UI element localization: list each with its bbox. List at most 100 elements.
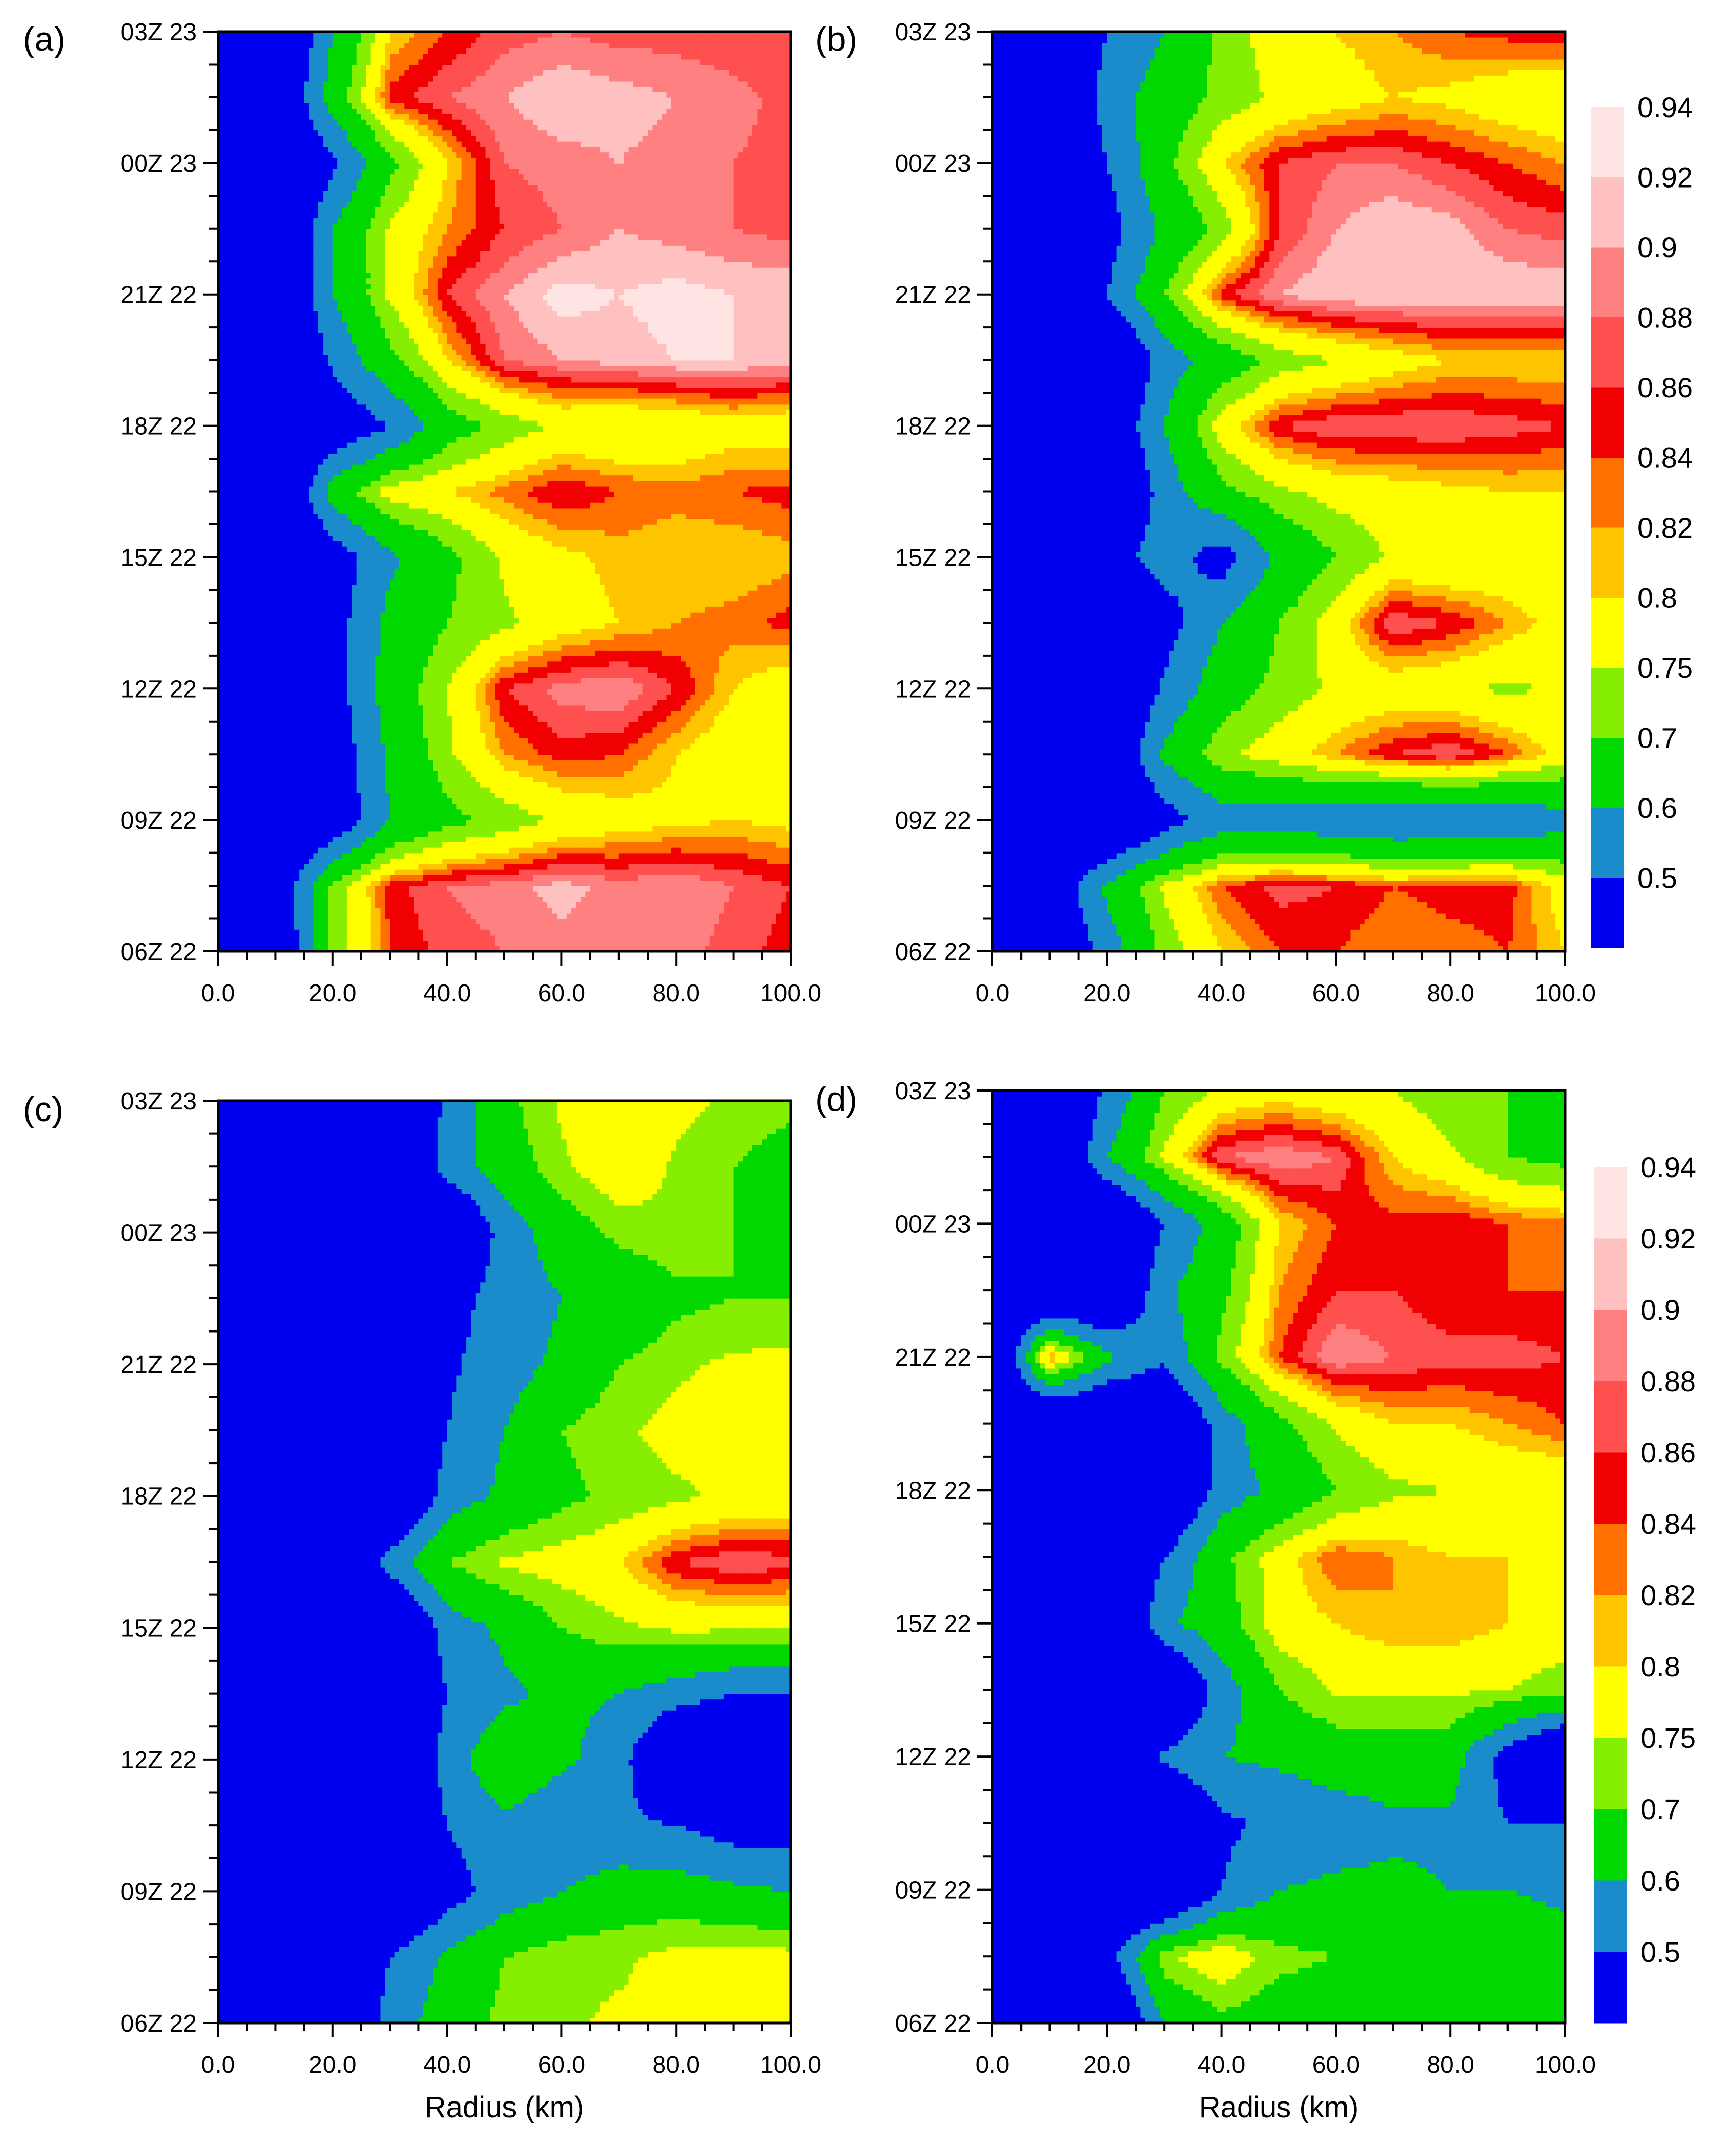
contour-cell (333, 897, 338, 903)
contour-cell (328, 886, 333, 892)
contour-cell (423, 902, 428, 908)
contour-cell (767, 847, 772, 854)
contour-cell (666, 782, 671, 788)
contour-cell (385, 919, 390, 925)
contour-cell (519, 787, 524, 793)
contour-cell (452, 897, 457, 903)
contour-cell (671, 869, 677, 875)
contour-cell (223, 935, 228, 941)
contour-cell (624, 804, 629, 810)
contour-cell (724, 776, 729, 782)
contour-cell (328, 919, 333, 925)
contour-cell (352, 897, 357, 903)
contour-cell (767, 732, 772, 738)
contour-cell (619, 770, 624, 777)
contour-cell (399, 935, 405, 941)
contour-cell (342, 826, 347, 832)
contour-cell (767, 765, 772, 771)
contour-cell (671, 902, 677, 908)
contour-cell (223, 814, 228, 820)
contour-cell (523, 743, 528, 750)
contour-cell (261, 842, 266, 848)
contour-cell (504, 754, 509, 760)
contour-cell (480, 809, 486, 815)
contour-cell (752, 770, 758, 777)
contour-cell (480, 908, 486, 914)
contour-cell (581, 864, 586, 870)
contour-cell (776, 847, 782, 854)
contour-cell (223, 765, 228, 771)
contour-cell (285, 765, 290, 771)
contour-cell (757, 727, 762, 733)
contour-cell (743, 891, 748, 897)
contour-cell (662, 869, 667, 875)
contour-cell (380, 754, 385, 760)
contour-cell (462, 869, 467, 875)
contour-cell (762, 913, 767, 919)
contour-cell (471, 913, 476, 919)
contour-cell (605, 798, 610, 804)
contour-cell (232, 776, 237, 782)
contour-cell (252, 776, 257, 782)
contour-cell (275, 891, 280, 897)
contour-cell (404, 770, 409, 777)
contour-cell (547, 880, 552, 886)
contour-cell (452, 929, 457, 936)
contour-cell (772, 754, 777, 760)
contour-cell (538, 765, 543, 771)
contour-cell (509, 732, 514, 738)
contour-cell (666, 809, 671, 815)
contour-cell (609, 864, 614, 870)
contour-cell (375, 842, 381, 848)
contour-cell (361, 727, 366, 733)
contour-cell (509, 760, 514, 766)
contour-cell (772, 798, 777, 804)
contour-cell (452, 891, 457, 897)
contour-cell (676, 880, 681, 886)
contour-cell (456, 847, 462, 854)
contour-cell (552, 798, 557, 804)
contour-cell (385, 847, 390, 854)
contour-cell (266, 875, 271, 881)
contour-cell (743, 842, 748, 848)
contour-cell (466, 875, 471, 881)
contour-cell (504, 743, 509, 750)
contour-cell (776, 875, 782, 881)
contour-cell (275, 792, 280, 798)
contour-cell (232, 886, 237, 892)
contour-cell (266, 809, 271, 815)
contour-cell (223, 902, 228, 908)
contour-cell (500, 732, 505, 738)
contour-cell (471, 738, 476, 744)
contour-cell (266, 908, 271, 914)
contour-cell (643, 836, 648, 842)
contour-cell (299, 798, 304, 804)
contour-cell (414, 743, 419, 750)
contour-cell (686, 941, 691, 947)
contour-cell (519, 826, 524, 832)
contour-cell (729, 891, 734, 897)
contour-cell (657, 727, 662, 733)
contour-cell (399, 869, 405, 875)
contour-cell (504, 864, 509, 870)
contour-cell (466, 886, 471, 892)
contour-cell (375, 847, 381, 854)
contour-cell (294, 864, 300, 870)
contour-cell (676, 897, 681, 903)
contour-cell (456, 820, 462, 826)
contour-cell (404, 738, 409, 744)
contour-cell (681, 869, 686, 875)
contour-cell (371, 864, 376, 870)
contour-cell (385, 836, 390, 842)
contour-cell (442, 826, 447, 832)
contour-cell (662, 754, 667, 760)
contour-cell (418, 809, 423, 815)
contour-cell (500, 820, 505, 826)
contour-cell (657, 738, 662, 744)
contour-cell (299, 727, 304, 733)
contour-cell (404, 826, 409, 832)
contour-cell (337, 792, 342, 798)
contour-cell (590, 864, 596, 870)
contour-cell (313, 743, 318, 750)
contour-cell (734, 826, 739, 832)
